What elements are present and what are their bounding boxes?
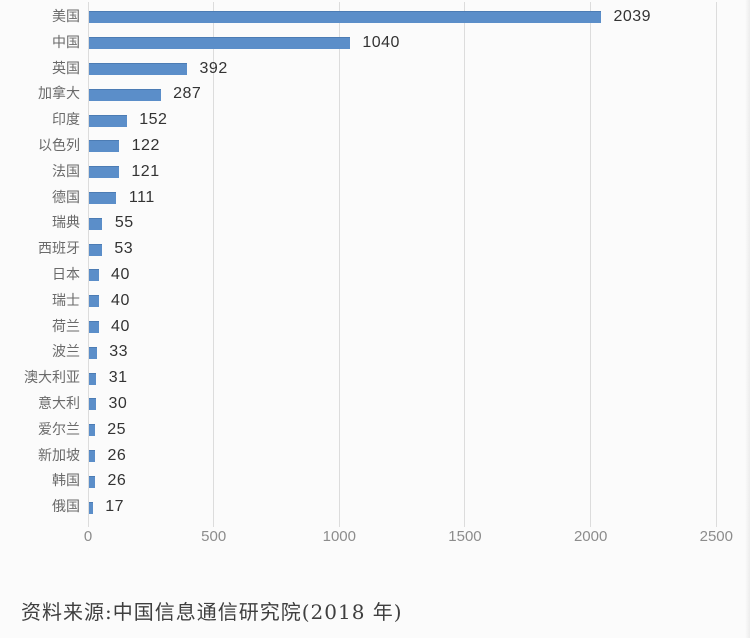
gridline — [87, 2, 89, 527]
value-label: 2039 — [613, 7, 652, 25]
category-label: 波兰 — [52, 344, 80, 361]
category-label: 美国 — [52, 8, 80, 25]
category-label: 加拿大 — [38, 86, 80, 103]
value-label: 53 — [114, 240, 134, 258]
bar — [88, 243, 102, 256]
value-label: 55 — [114, 214, 134, 232]
value-label: 1040 — [362, 33, 400, 51]
bar — [88, 475, 96, 488]
category-label: 英国 — [52, 60, 80, 77]
x-tick-label: 0 — [83, 528, 93, 545]
value-label: 392 — [199, 59, 228, 77]
value-label: 33 — [109, 343, 129, 361]
bar — [88, 11, 601, 24]
bar — [88, 295, 99, 308]
category-label: 西班牙 — [38, 241, 80, 258]
category-label: 意大利 — [38, 395, 80, 412]
bar — [88, 140, 120, 153]
value-label: 287 — [173, 85, 202, 103]
bar — [88, 88, 161, 101]
category-label: 俄国 — [52, 499, 80, 516]
gridline — [590, 2, 592, 527]
gridline — [464, 2, 466, 527]
bar — [88, 63, 188, 75]
value-label: 30 — [108, 394, 128, 412]
category-label: 日本 — [52, 266, 80, 283]
value-label: 17 — [105, 498, 125, 516]
value-label: 121 — [131, 162, 160, 180]
bar — [88, 424, 95, 437]
value-label: 31 — [108, 369, 128, 387]
bar — [88, 450, 96, 462]
category-label: 新加坡 — [38, 447, 80, 464]
category-label: 印度 — [52, 112, 80, 129]
bar — [88, 346, 97, 359]
bar — [88, 166, 119, 179]
bar — [88, 37, 350, 50]
value-label: 111 — [128, 188, 155, 206]
category-label: 德国 — [52, 189, 80, 206]
screenshot-edge-shading — [745, 0, 750, 638]
x-tick-label: 1000 — [322, 528, 356, 545]
bar — [88, 321, 99, 333]
value-label: 122 — [131, 136, 160, 154]
category-label: 瑞典 — [52, 215, 80, 232]
category-label: 澳大利亚 — [24, 370, 80, 387]
source-note: 资料来源:中国信息通信研究院(2018 年) — [21, 600, 403, 624]
bar — [88, 398, 97, 411]
bar — [88, 192, 117, 204]
bar — [88, 114, 127, 127]
value-label: 26 — [107, 446, 127, 464]
value-label: 40 — [111, 265, 130, 283]
category-label: 韩国 — [52, 473, 80, 490]
x-tick-label: 2500 — [699, 528, 733, 545]
category-label: 中国 — [52, 34, 80, 51]
bar — [88, 269, 99, 282]
value-label: 152 — [139, 111, 168, 129]
value-label: 40 — [111, 317, 130, 335]
bar — [88, 372, 97, 385]
x-tick-label: 500 — [201, 528, 227, 545]
category-label: 以色列 — [38, 137, 80, 154]
gridline — [338, 2, 340, 527]
value-label: 25 — [107, 420, 127, 438]
x-tick-label: 1500 — [448, 528, 482, 545]
gridline — [715, 2, 717, 527]
x-tick-label: 2000 — [573, 528, 608, 545]
value-label: 40 — [111, 291, 130, 309]
category-label: 瑞士 — [52, 292, 80, 309]
category-label: 荷兰 — [52, 318, 80, 335]
category-label: 法国 — [52, 163, 80, 180]
category-label: 爱尔兰 — [38, 421, 80, 438]
value-label: 26 — [107, 472, 127, 490]
gridline — [213, 2, 215, 527]
bar — [88, 217, 103, 230]
bar — [88, 501, 93, 514]
